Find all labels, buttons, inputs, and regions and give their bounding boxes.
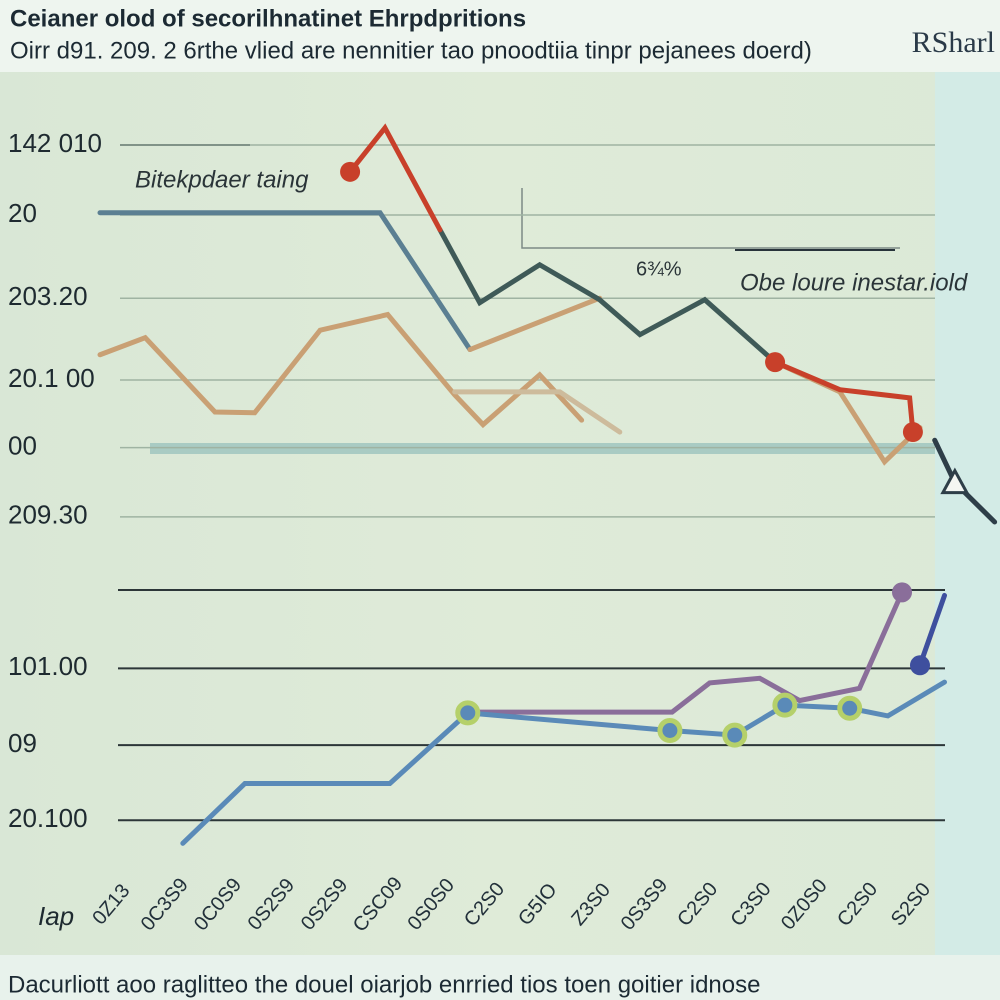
- y-tick-label: 209.30: [8, 500, 88, 530]
- header-band: [0, 0, 1000, 72]
- annotation: Obe loure inestar.iold: [740, 269, 968, 296]
- footer-note: Dacurliott aoo raglitteo the douel oiarj…: [8, 971, 760, 998]
- point-marker: [940, 467, 970, 495]
- y-tick-label: 20.1 00: [8, 363, 95, 393]
- data-line: [467, 295, 603, 353]
- point-marker: [340, 161, 361, 182]
- y-tick-label: 09: [8, 728, 37, 758]
- reference-band: [150, 443, 935, 454]
- footer-band: [0, 955, 1000, 1000]
- y-tick-label: 101.00: [8, 651, 88, 681]
- y-tick-label: 20: [8, 198, 37, 228]
- data-line: [467, 589, 905, 715]
- data-line: [437, 227, 778, 365]
- y-tick-label: 00: [8, 431, 37, 461]
- annotation: Bitekpdaer taing: [135, 166, 309, 193]
- y-tick-label: 142 010: [8, 128, 102, 158]
- point-marker: [772, 692, 798, 718]
- title: Ceianer olod of secorilhnatinet Ehrpdpri…: [10, 5, 526, 32]
- y-tick-label: 20.100: [8, 803, 88, 833]
- annotation-bracket: [521, 188, 900, 249]
- y-tick-label: 203.20: [8, 281, 88, 311]
- data-line: [917, 592, 948, 668]
- point-marker: [892, 582, 913, 603]
- point-marker: [902, 422, 923, 443]
- point-marker: [765, 352, 786, 373]
- data-line: [347, 123, 443, 233]
- x-axis-label: Iap: [38, 901, 74, 931]
- data-line: [180, 679, 948, 846]
- annotation: 6¾%: [636, 258, 682, 280]
- subtitle: Oirr d91. 209. 2 6rthe vlied are nenniti…: [10, 37, 812, 64]
- data-line: [772, 359, 916, 435]
- data-line: [97, 311, 585, 429]
- point-marker: [455, 700, 481, 726]
- data-line: [97, 210, 473, 353]
- logo: RSharl: [912, 26, 995, 59]
- point-marker: [909, 655, 930, 676]
- data-line: [452, 389, 623, 435]
- point-marker: [722, 722, 748, 748]
- point-marker: [837, 695, 863, 721]
- point-marker: [657, 718, 683, 744]
